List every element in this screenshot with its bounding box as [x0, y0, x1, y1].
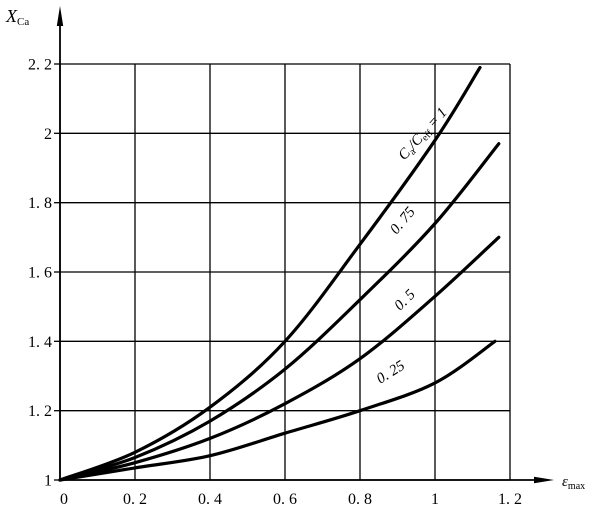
grid-lines	[59, 63, 511, 481]
y-tick-label: 1. 2	[28, 403, 52, 420]
curve-label-0-25: 0. 25	[374, 358, 408, 388]
y-tick-label: 1. 4	[28, 334, 52, 351]
y-tick-label: 2. 2	[28, 57, 52, 74]
x-tick-label: 0. 6	[273, 491, 297, 508]
y-tick-label: 1	[44, 473, 52, 490]
curve-label-0-5: 0. 5	[392, 286, 420, 314]
x-tick-label: 0. 4	[198, 491, 222, 508]
x-tick-label: 0. 2	[123, 491, 147, 508]
x-axis-arrowhead	[534, 476, 554, 484]
y-tick-marks	[54, 63, 60, 481]
x-axis-title: εmax	[562, 474, 585, 492]
x-tick-label: 1	[431, 491, 439, 508]
x-tick-label: 1. 2	[498, 491, 522, 508]
y-axis-arrowhead	[56, 6, 64, 26]
y-tick-label: 1. 8	[28, 195, 52, 212]
y-tick-label: 2	[44, 126, 52, 143]
x-tick-label: 0	[60, 491, 68, 508]
axes	[56, 6, 554, 484]
curve-ca-ceff-0-5	[58, 235, 501, 482]
curve-ca-ceff-0-25	[58, 339, 497, 482]
y-tick-label: 1. 6	[28, 265, 52, 282]
y-tick-labels: 1 1. 2 1. 4 1. 6 1. 8 2 2. 2	[28, 57, 52, 490]
y-axis-title: XCa	[5, 6, 29, 28]
curve-ca-ceff-1	[58, 65, 482, 482]
curve-label-0-75: 0. 75	[387, 204, 419, 238]
curve-ca-ceff-0-75	[58, 142, 501, 482]
x-tick-label: 0. 8	[348, 491, 372, 508]
x-tick-labels: 0 0. 2 0. 4 0. 6 0. 8 1 1. 2	[60, 491, 522, 508]
curves	[58, 65, 501, 482]
